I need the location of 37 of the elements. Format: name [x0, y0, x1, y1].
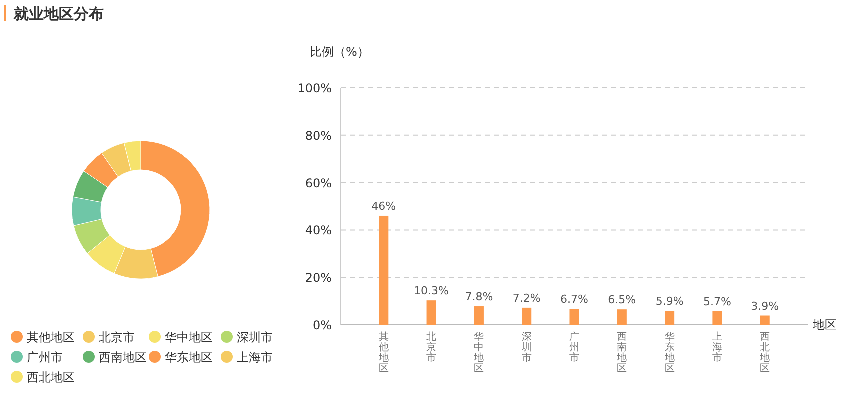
data-label: 5.7% [703, 295, 732, 308]
x-tick-label: 广州市 [570, 331, 580, 364]
x-tick-label: 上海市 [712, 331, 722, 364]
data-label: 10.3% [414, 284, 450, 298]
chart-title: 就业地区分布 [13, 5, 104, 23]
y-tick-label: 0% [312, 318, 332, 332]
y-tick-label: 40% [305, 224, 332, 238]
bar [379, 216, 389, 325]
data-label: 5.9% [656, 295, 684, 308]
data-label: 6.5% [608, 294, 636, 307]
bar [570, 309, 580, 325]
y-tick-label: 20% [305, 271, 332, 286]
y-tick-label: 80% [305, 128, 332, 143]
bar [760, 316, 770, 325]
data-label: 7.8% [465, 290, 494, 304]
x-tick-label: 北京市 [426, 331, 437, 364]
x-tick-label: 西南地区 [616, 332, 628, 374]
x-tick-label: 华东地区 [664, 331, 675, 374]
bar [617, 310, 627, 325]
legend-label: 西北地区 [27, 370, 75, 384]
bar [426, 300, 436, 325]
x-tick-label: 深圳市 [520, 331, 532, 364]
bar [474, 306, 484, 325]
y-tick-label: 100% [298, 82, 332, 96]
data-label: 7.2% [512, 292, 541, 305]
x-tick-label: 西北地区 [759, 332, 770, 374]
x-tick-label: 华中地区 [473, 331, 484, 374]
x-tick-label: 其他地区 [378, 331, 389, 374]
y-axis-title: 比例（%） [310, 45, 370, 59]
bar [522, 308, 532, 325]
data-label: 6.7% [560, 293, 588, 306]
data-label: 3.9% [751, 300, 780, 313]
bar [712, 311, 722, 325]
y-tick-label: 60% [305, 176, 332, 190]
x-axis-title: 地区 [812, 318, 837, 332]
data-label: 46% [372, 200, 396, 213]
bar [665, 311, 675, 325]
